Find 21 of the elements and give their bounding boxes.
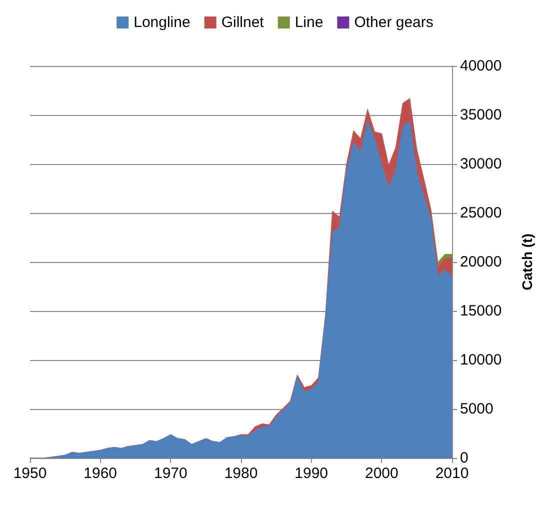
x-tick-label: 1980 [224, 465, 258, 482]
x-tick-label: 1970 [154, 465, 188, 482]
legend-label: Line [294, 14, 324, 31]
y-tick-label: 20000 [460, 254, 502, 270]
y-tick-label: 30000 [460, 156, 502, 172]
x-tick-label: 2010 [435, 465, 469, 482]
y-tick-label: 15000 [460, 302, 502, 320]
legend-label: Longline [134, 14, 190, 31]
y-tick-label: 5000 [460, 400, 494, 418]
legend-label: Other gears [354, 14, 434, 31]
y-tick-label: 10000 [460, 352, 502, 368]
x-tick-label: 2000 [364, 465, 398, 482]
y-tick-label: 25000 [460, 204, 502, 222]
y-tick-label: 40000 [460, 58, 502, 74]
y-axis-title: Catch (t) [519, 234, 535, 290]
y-tick-label: 0 [460, 450, 468, 466]
y-tick-label: 35000 [460, 106, 502, 124]
x-tick-label: 1960 [84, 465, 118, 482]
x-tick-label: 1950 [13, 465, 47, 482]
legend-label: Gillnet [221, 14, 265, 31]
x-tick-label: 1990 [294, 465, 328, 482]
